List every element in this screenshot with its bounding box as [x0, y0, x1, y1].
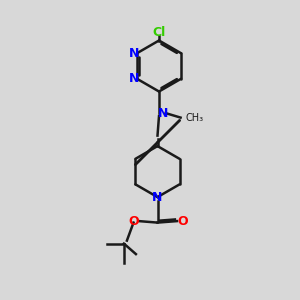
- Text: N: N: [152, 190, 163, 204]
- Text: Cl: Cl: [152, 26, 166, 39]
- Text: O: O: [177, 214, 188, 228]
- Text: N: N: [129, 47, 140, 60]
- Text: O: O: [128, 214, 139, 228]
- Text: N: N: [129, 72, 140, 85]
- Text: CH₃: CH₃: [186, 112, 204, 123]
- Text: N: N: [158, 106, 169, 120]
